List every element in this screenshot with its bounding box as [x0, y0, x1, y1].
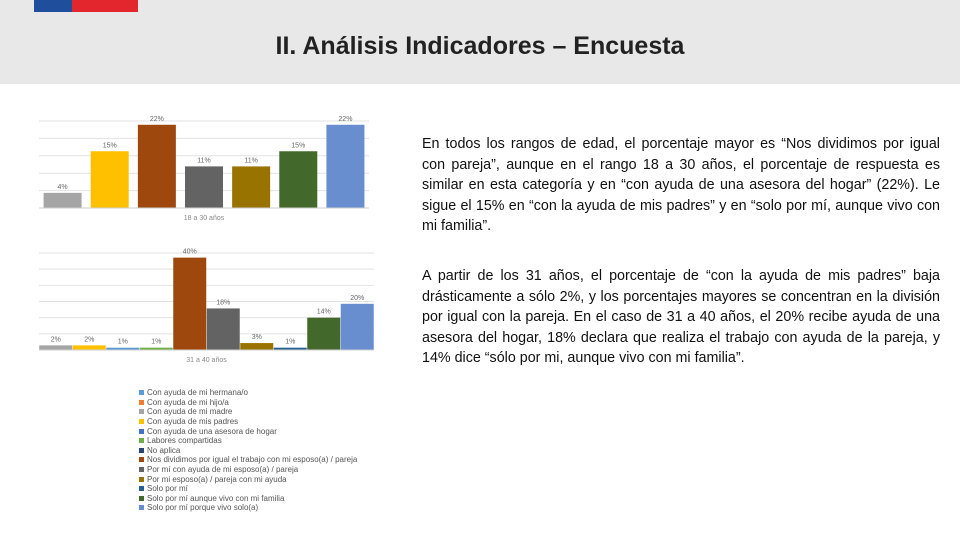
- legend-label: Por mí con ayuda de mi esposo(a) / parej…: [147, 465, 299, 475]
- data-label: 2%: [84, 336, 94, 343]
- bar: [185, 166, 223, 208]
- flag-blue-stripe: [34, 0, 72, 12]
- legend-label: Solo por mí aunque vivo con mi familia: [147, 493, 285, 503]
- data-label: 20%: [350, 295, 364, 302]
- flag-logo: [34, 0, 138, 12]
- bar: [139, 347, 173, 350]
- legend-label: Con ayuda de mis padres: [147, 417, 239, 427]
- legend-swatch: [139, 419, 144, 425]
- data-label: 11%: [244, 157, 258, 164]
- data-label: 22%: [338, 116, 352, 123]
- data-label: 15%: [291, 142, 305, 149]
- legend-label: Con ayuda de mi madre: [147, 407, 233, 417]
- legend-item: No aplica: [139, 446, 379, 456]
- data-label: 2%: [51, 336, 61, 343]
- bar: [307, 317, 341, 350]
- legend-label: Por mi esposo(a) / pareja con mi ayuda: [147, 474, 287, 484]
- legend-item: Nos dividimos por igual el trabajo con m…: [139, 455, 379, 465]
- x-axis-label: 31 a 40 años: [186, 357, 227, 364]
- bar: [137, 124, 176, 208]
- data-label: 1%: [285, 339, 295, 346]
- bar: [232, 166, 271, 208]
- legend-swatch: [139, 486, 144, 492]
- legend-item: Por mí con ayuda de mi esposo(a) / parej…: [139, 465, 379, 475]
- legend-item: Con ayuda de mi hermana/o: [139, 388, 379, 398]
- data-label: 1%: [118, 339, 128, 346]
- chart-31-40: 2% 2% 1% 1% 40% 18% 3% 1% 14% 20% 31 a 40 años: [39, 249, 374, 364]
- flag-red-stripe: [72, 0, 138, 12]
- legend-swatch: [139, 409, 144, 415]
- legend-item: Con ayuda de mi madre: [139, 407, 379, 417]
- data-label: 15%: [103, 142, 117, 149]
- bar: [340, 303, 374, 350]
- legend-swatch: [139, 447, 144, 453]
- bar: [279, 151, 318, 208]
- legend-label: Con ayuda de una asesora de hogar: [147, 426, 277, 436]
- bar: [240, 343, 274, 350]
- bar: [326, 124, 365, 208]
- bar: [72, 345, 106, 350]
- legend-swatch: [139, 457, 144, 463]
- legend-swatch: [139, 495, 144, 501]
- data-label: 22%: [150, 116, 164, 123]
- data-label: 11%: [197, 157, 211, 164]
- legend-label: Solo por mí porque vivo solo(a): [147, 503, 259, 513]
- data-label: 14%: [317, 309, 331, 316]
- legend-swatch: [139, 390, 144, 396]
- data-label: 18%: [216, 299, 230, 306]
- legend-swatch: [139, 467, 144, 473]
- header-bar: II. Análisis Indicadores – Encuesta: [0, 0, 960, 84]
- legend-label: Solo por mí: [147, 484, 188, 494]
- legend-item: Solo por mí porque vivo solo(a): [139, 503, 379, 513]
- bar: [90, 151, 129, 208]
- data-label: 1%: [151, 339, 161, 346]
- data-label: 4%: [58, 184, 68, 191]
- legend-item: Labores compartidas: [139, 436, 379, 446]
- legend-item: Solo por mí aunque vivo con mi familia: [139, 494, 379, 504]
- paragraph-2: A partir de los 31 años, el porcentaje d…: [422, 268, 940, 366]
- legend-label: Con ayuda de mi hijo/a: [147, 397, 229, 407]
- legend-item: Con ayuda de mis padres: [139, 417, 379, 427]
- bar: [106, 347, 140, 350]
- x-axis-label: 18 a 30 años: [184, 215, 225, 222]
- bar: [43, 192, 82, 208]
- page-title: II. Análisis Indicadores – Encuesta: [275, 32, 685, 60]
- legend-item: Por mi esposo(a) / pareja con mi ayuda: [139, 474, 379, 484]
- legend-swatch: [139, 428, 144, 434]
- bar: [273, 347, 307, 350]
- bar: [173, 257, 207, 350]
- chart-18-30: 4% 15% 22% 11% 11% 15% 22% 18 a 30 años: [39, 116, 369, 222]
- legend-label: No aplica: [147, 445, 181, 455]
- legend-item: Solo por mí: [139, 484, 379, 494]
- data-label: 40%: [183, 249, 197, 256]
- legend-swatch: [139, 476, 144, 482]
- bar: [39, 345, 73, 350]
- bar: [206, 308, 240, 350]
- legend-swatch: [139, 505, 144, 511]
- legend-label: Labores compartidas: [147, 436, 222, 446]
- legend-item: Con ayuda de una asesora de hogar: [139, 426, 379, 436]
- paragraph-1: En todos los rangos de edad, el porcenta…: [422, 136, 940, 234]
- data-label: 3%: [252, 334, 262, 341]
- legend-label: Nos dividimos por igual el trabajo con m…: [147, 455, 358, 465]
- legend-swatch: [139, 399, 144, 405]
- chart-legend: Con ayuda de mi hermana/o Con ayuda de mi…: [139, 388, 379, 513]
- legend-swatch: [139, 438, 144, 444]
- legend-item: Con ayuda de mi hijo/a: [139, 398, 379, 408]
- legend-label: Con ayuda de mi hermana/o: [147, 388, 248, 398]
